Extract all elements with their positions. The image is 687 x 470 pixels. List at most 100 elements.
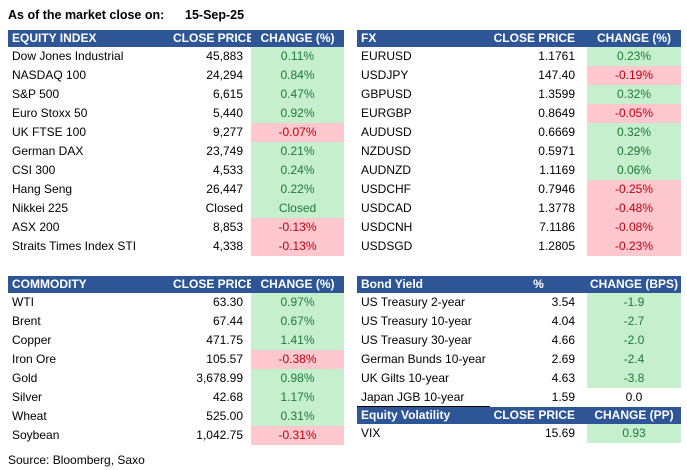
close-price-value: 3,678.99 [196,371,243,385]
change-value: -1.9 [587,293,681,312]
table-row: GBPUSD 1.3599 0.32% [357,85,681,104]
currency-pair-name: EURGBP [361,106,412,120]
table-row: Copper 471.75 1.41% [8,331,344,350]
table-row: US Treasury 2-year 3.54 -1.9 [357,293,681,312]
close-price-value: 67.44 [212,314,243,328]
bond-name: US Treasury 2-year [361,295,466,309]
change-bps-column-header: CHANGE (BPS) [589,277,678,291]
close-price-value: 26,447 [206,182,243,196]
currency-pair-name: USDJPY [361,68,409,82]
instrument-name: UK FTSE 100 [12,125,87,139]
commodity-name: Brent [12,314,41,328]
table-row: USDCAD 1.3778 -0.48% [357,199,681,218]
change-value: -0.38% [251,350,344,369]
change-pct-column-header: CHANGE (%) [597,31,671,45]
commodity-header-row: COMMODITY CLOSE PRICE CHANGE (%) [8,276,344,293]
yield-value: 4.66 [551,333,575,347]
currency-pair-name: AUDNZD [361,163,411,177]
yield-value: 1.59 [551,390,575,404]
bond-name: US Treasury 10-year [361,314,472,328]
table-row: CSI 300 4,533 0.24% [8,161,344,180]
change-value: 0.32% [587,123,681,142]
close-price-value: 525.00 [206,409,243,423]
table-row: Straits Times Index STI 4,338 -0.13% [8,237,344,256]
yield-value: 2.69 [551,352,575,366]
table-row: Euro Stoxx 50 5,440 0.92% [8,104,344,123]
table-row: WTI 63.30 0.97% [8,293,344,312]
bond-name: Japan JGB 10-year [357,388,490,407]
table-row: Hang Seng 26,447 0.22% [8,180,344,199]
yield-value: 4.04 [551,314,575,328]
close-price-column-header: CLOSE PRICE [493,31,575,45]
change-value: 0.93 [587,424,681,443]
bond-yield-table: Bond Yield % CHANGE (BPS) US Treasury 2-… [357,276,681,407]
change-value: 0.11% [251,47,344,66]
close-price-value: 23,749 [206,144,243,158]
close-price-value: 1.1761 [538,49,575,63]
instrument-name: Dow Jones Industrial [12,49,124,63]
change-value: -3.8 [587,369,681,388]
currency-pair-name: AUDUSD [361,125,412,139]
commodity-name: Gold [12,371,38,385]
table-row: Wheat 525.00 0.31% [8,407,344,426]
close-price-value: 0.8649 [538,106,575,120]
table-row: VIX 15.69 0.93 [357,424,681,443]
instrument-name: German DAX [12,144,84,158]
change-value: 0.67% [251,312,344,331]
change-value: 0.22% [251,180,344,199]
close-price-value: 42.68 [212,390,243,404]
equity-volatility-table: Equity Volatility CLOSE PRICE CHANGE (PP… [357,407,681,443]
table-row: UK FTSE 100 9,277 -0.07% [8,123,344,142]
close-price-value: 1.2805 [538,239,575,253]
bond-name: UK Gilts 10-year [361,371,450,385]
table-row: AUDUSD 0.6669 0.32% [357,123,681,142]
close-price-value: 1,042.75 [196,428,243,442]
bond-yield-header-row: Bond Yield % CHANGE (BPS) [357,276,681,293]
change-value: 0.92% [251,104,344,123]
change-value: -0.19% [587,66,681,85]
table-row: US Treasury 30-year 4.66 -2.0 [357,331,681,350]
close-price-column-header: CLOSE PRICE [493,408,575,422]
table-row: Brent 67.44 0.67% [8,312,344,331]
equity-volatility-header-row: Equity Volatility CLOSE PRICE CHANGE (PP… [357,407,681,424]
table-row: German Bunds 10-year 2.69 -2.4 [357,350,681,369]
currency-pair-name: USDCAD [361,201,412,215]
instrument-name: Nikkei 225 [12,201,69,215]
instrument-name: CSI 300 [12,163,56,177]
commodity-name: Wheat [12,409,47,423]
yield-value: 4.63 [551,371,575,385]
change-value: -0.13% [251,237,344,256]
as-of-date: 15-Sep-25 [185,8,245,22]
table-row: NASDAQ 100 24,294 0.84% [8,66,344,85]
close-price-column-header: CLOSE PRICE [173,31,251,45]
change-value: 0.29% [587,142,681,161]
change-value: -0.05% [587,104,681,123]
commodity-name: Iron Ore [12,352,57,366]
close-price-value: 7.1186 [539,220,575,234]
table-row: USDSGD 1.2805 -0.23% [357,237,681,256]
table-row: EURGBP 0.8649 -0.05% [357,104,681,123]
close-price-value: Closed [205,201,243,215]
close-price-value: 9,277 [212,125,243,139]
change-pct-column-header: CHANGE (%) [260,277,335,291]
table-row: Nikkei 225 Closed Closed [8,199,344,218]
table-row: Japan JGB 10-year 1.59 0.0 [357,388,681,407]
close-price-column-header: CLOSE PRICE [173,277,251,291]
change-value: 0.31% [251,407,344,426]
change-value: -0.25% [587,180,681,199]
change-value: 0.97% [251,293,344,312]
equity-index-title: EQUITY INDEX [12,31,97,45]
table-row: Silver 42.68 1.17% [8,388,344,407]
table-row: UK Gilts 10-year 4.63 -3.8 [357,369,681,388]
close-price-value: 147.40 [538,68,575,82]
change-value: 0.84% [251,66,344,85]
close-price-value: 1.1169 [539,163,575,177]
table-row: NZDUSD 0.5971 0.29% [357,142,681,161]
table-row: US Treasury 10-year 4.04 -2.7 [357,312,681,331]
currency-pair-name: USDCHF [361,182,411,196]
close-price-value: 15.69 [544,426,575,440]
change-value: 0.47% [251,85,344,104]
bond-yield-title: Bond Yield [361,277,424,291]
close-price-value: 1.3599 [538,87,575,101]
change-value: -2.7 [587,312,681,331]
